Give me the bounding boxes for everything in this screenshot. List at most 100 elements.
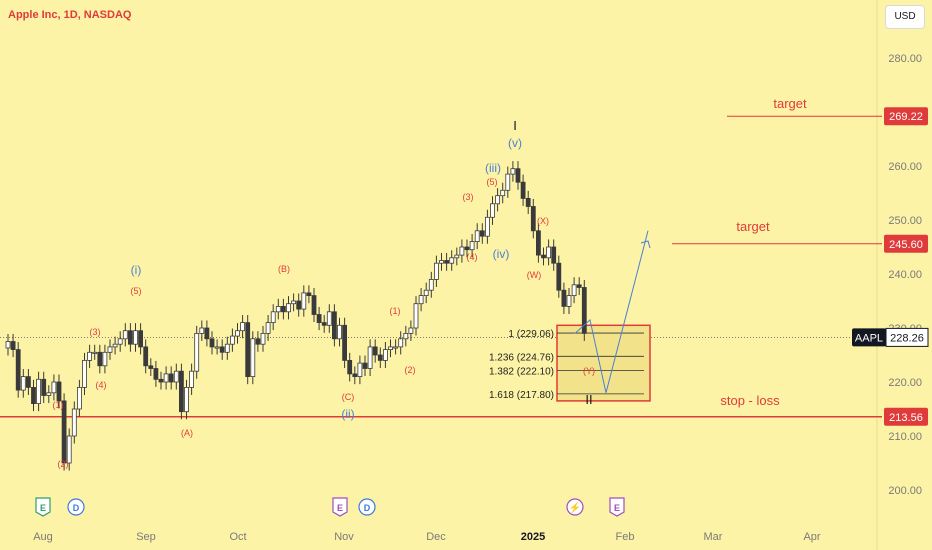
- candle: [102, 351, 108, 367]
- candle: [5, 341, 11, 349]
- candle: [464, 246, 470, 251]
- candle: [117, 338, 123, 345]
- x-tick-label: 2025: [521, 531, 545, 543]
- candle: [31, 386, 36, 404]
- candle: [286, 303, 291, 313]
- symbol-tag-label: AAPL: [855, 332, 883, 344]
- price-tag: [884, 407, 928, 426]
- candle: [408, 327, 414, 334]
- candle: [71, 408, 77, 437]
- candle: [77, 386, 82, 410]
- candle: [490, 203, 495, 218]
- currency-button[interactable]: USD: [885, 5, 925, 29]
- candle: [61, 400, 67, 464]
- candle: [321, 322, 327, 326]
- event-marker-label: D: [364, 503, 371, 513]
- candle: [173, 370, 179, 383]
- candle: [219, 346, 225, 353]
- candle: [454, 254, 460, 259]
- candle: [15, 349, 21, 391]
- y-tick-label: 260.00: [888, 161, 922, 173]
- candle: [270, 311, 276, 323]
- candle: [25, 376, 31, 388]
- candle: [275, 305, 281, 313]
- last-price-tag-label: 228.26: [890, 332, 924, 344]
- wave-label: (2): [405, 365, 416, 375]
- x-tick-label: Dec: [426, 531, 446, 543]
- lightning-icon: ⚡: [569, 501, 581, 514]
- candle: [530, 206, 536, 232]
- candle: [296, 300, 302, 310]
- candle: [541, 254, 546, 259]
- event-marker-label: D: [73, 503, 80, 513]
- candle: [515, 168, 521, 183]
- wave-label: (C): [342, 392, 355, 402]
- candle: [138, 330, 144, 348]
- price-tag: [884, 234, 928, 253]
- candle: [306, 292, 312, 296]
- target-label-upper: target: [773, 96, 807, 111]
- candle: [245, 322, 251, 378]
- candle: [556, 262, 562, 291]
- y-tick-label: 280.00: [888, 53, 922, 65]
- y-tick-label: 210.00: [888, 431, 922, 443]
- candle: [41, 378, 47, 396]
- candle: [495, 195, 501, 205]
- candle: [433, 262, 439, 280]
- wave-label: (1): [390, 306, 401, 316]
- candle: [372, 346, 378, 356]
- symbol-tag: [852, 328, 886, 347]
- wave-label: (3): [90, 327, 101, 337]
- candle: [163, 373, 169, 383]
- candle: [581, 287, 587, 334]
- wave-label: (5): [131, 286, 142, 296]
- candle: [82, 359, 87, 388]
- fib-level-label: 1.236 (224.76): [489, 352, 554, 363]
- candle: [184, 386, 189, 413]
- candle: [347, 359, 353, 375]
- candle: [153, 368, 159, 380]
- candle: [122, 330, 128, 340]
- candle: [158, 378, 164, 383]
- candle: [143, 346, 149, 367]
- stop-loss-label: stop - loss: [720, 393, 780, 408]
- price-tag-label: 269.22: [889, 111, 923, 123]
- candle: [10, 341, 16, 351]
- candle: [474, 230, 480, 243]
- candle: [352, 373, 358, 377]
- candle: [291, 300, 297, 305]
- candle: [367, 346, 373, 369]
- candle: [342, 324, 348, 361]
- candle: [423, 289, 429, 297]
- fib-level-label: 1.618 (217.80): [489, 390, 554, 401]
- candle: [479, 230, 485, 237]
- candle: [260, 332, 266, 345]
- candle: [551, 246, 557, 264]
- price-tag-label: 245.60: [889, 239, 923, 251]
- candle: [92, 351, 98, 354]
- candle: [107, 346, 113, 353]
- wave-label: (A): [181, 428, 193, 438]
- candle: [280, 305, 286, 313]
- candle: [133, 330, 138, 345]
- wave-label: (1): [53, 400, 64, 410]
- candle: [331, 311, 337, 340]
- candle: [382, 349, 388, 361]
- candle: [127, 330, 133, 345]
- candle: [393, 346, 399, 349]
- candle: [194, 332, 200, 372]
- candle: [214, 346, 220, 349]
- dividend-event-icon: [67, 498, 85, 516]
- event-marker-label: E: [40, 503, 46, 513]
- candle: [56, 381, 62, 402]
- x-tick-label: Aug: [33, 531, 53, 543]
- candle: [36, 378, 41, 404]
- candle: [576, 284, 582, 288]
- candle: [449, 257, 455, 264]
- news-event-icon: [566, 498, 584, 516]
- wave-label: (ii): [341, 407, 354, 421]
- event-marker-label: E: [614, 503, 620, 513]
- price-tag-label: 213.56: [889, 412, 923, 424]
